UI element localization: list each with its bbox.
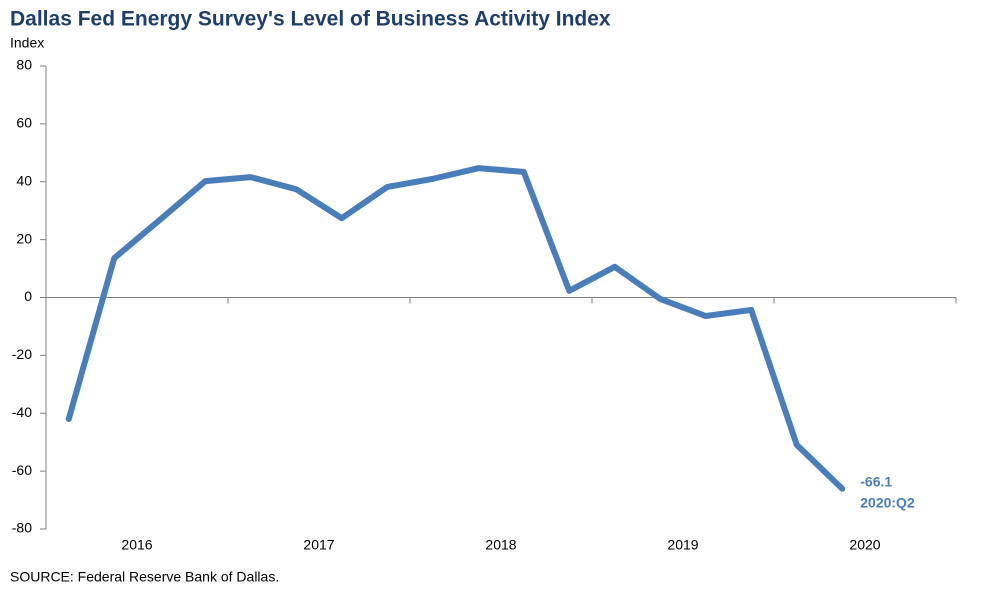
y-tick-label: -80 bbox=[12, 520, 32, 536]
chart-title: Dallas Fed Energy Survey's Level of Busi… bbox=[10, 8, 611, 31]
source-note: SOURCE: Federal Reserve Bank of Dallas. bbox=[10, 569, 279, 585]
x-tick-label: 2020 bbox=[849, 537, 880, 553]
y-tick-label: -60 bbox=[12, 462, 32, 478]
y-tick-label: 80 bbox=[16, 57, 32, 73]
y-axis-label: Index bbox=[10, 35, 44, 51]
x-tick-label: 2016 bbox=[121, 537, 152, 553]
y-tick-label: -40 bbox=[12, 404, 32, 420]
y-tick-label: 0 bbox=[24, 288, 32, 304]
x-tick-label: 2019 bbox=[667, 537, 698, 553]
period-label: 2020:Q2 bbox=[860, 494, 915, 510]
y-tick-label: 60 bbox=[16, 115, 32, 131]
data-line bbox=[65, 165, 846, 492]
x-tick-label: 2018 bbox=[485, 537, 516, 553]
x-tick-label: 2017 bbox=[303, 537, 334, 553]
y-tick-label: -20 bbox=[12, 346, 32, 362]
y-tick-label: 40 bbox=[16, 172, 32, 188]
y-tick-label: 20 bbox=[16, 230, 32, 246]
value-label: -66.1 bbox=[860, 473, 892, 489]
